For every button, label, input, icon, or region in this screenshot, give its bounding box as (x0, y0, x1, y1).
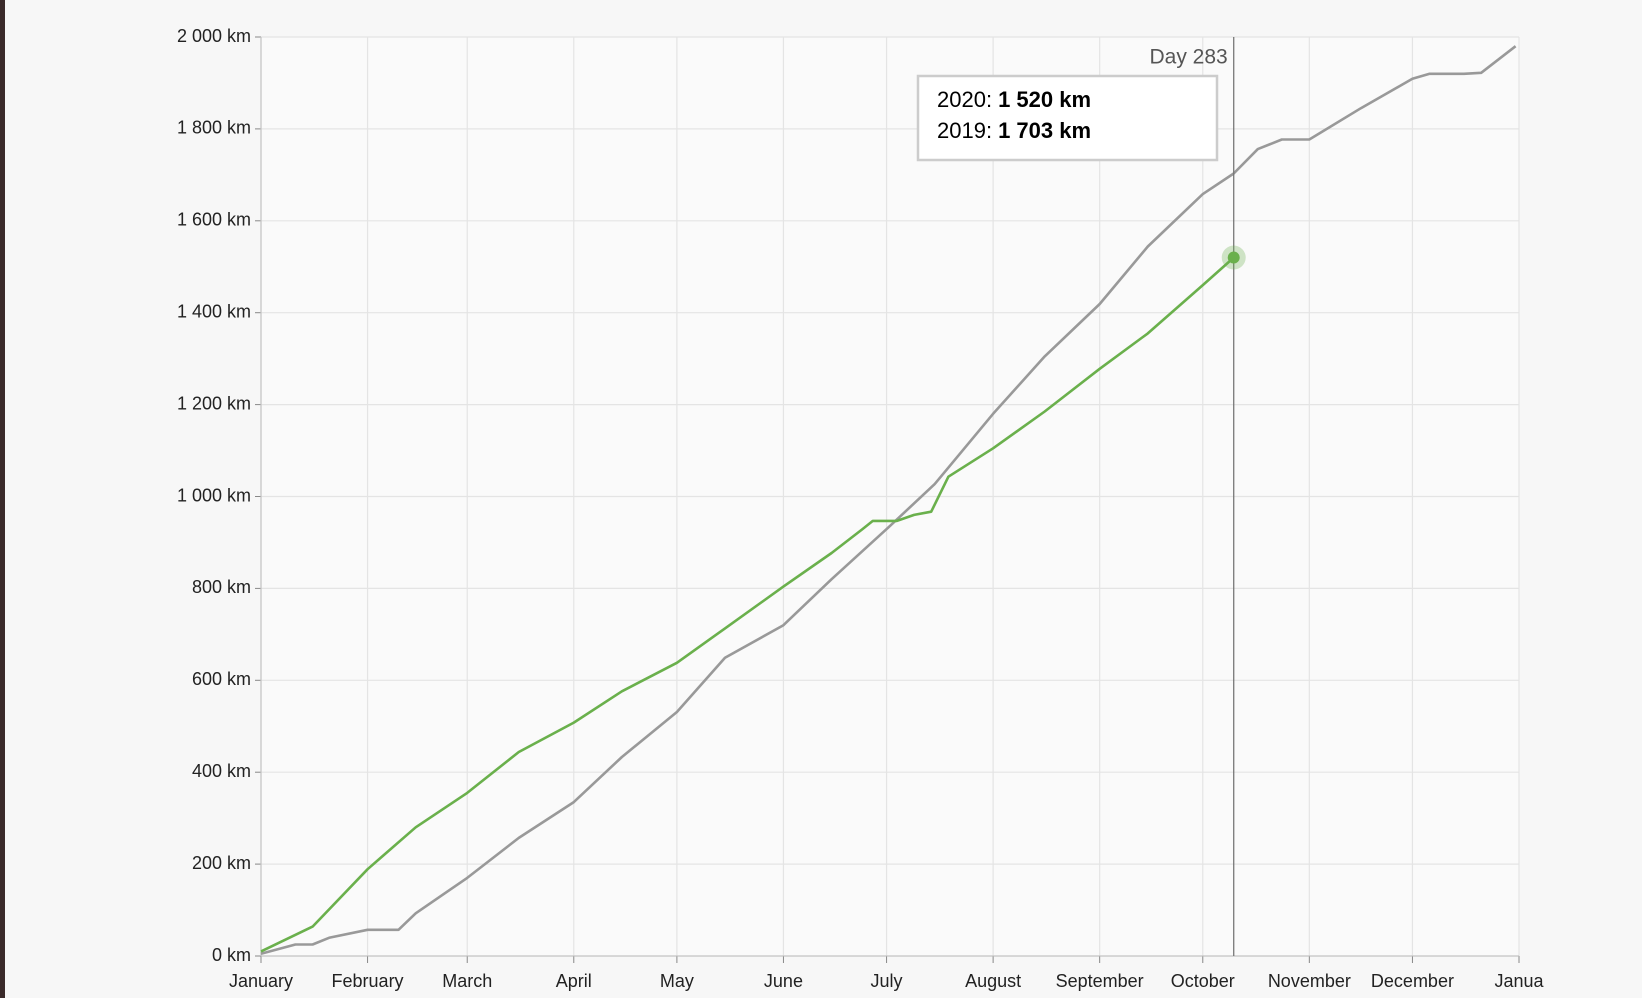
y-tick-label: 200 km (192, 853, 251, 873)
x-tick-label: December (1371, 971, 1454, 991)
tooltip-series: 2020: (937, 87, 992, 112)
window-edge (0, 0, 5, 998)
x-tick-label: June (764, 971, 803, 991)
x-tick-label: March (442, 971, 492, 991)
x-tick-label: October (1171, 971, 1235, 991)
x-tick-label: September (1056, 971, 1144, 991)
x-tick-label: May (660, 971, 694, 991)
tooltip-row: 2020: 1 520 km (937, 87, 1091, 112)
y-tick-label: 1 800 km (177, 118, 251, 138)
x-tick-label: November (1268, 971, 1351, 991)
tooltip-row: 2019: 1 703 km (937, 118, 1091, 143)
y-tick-label: 2 000 km (177, 26, 251, 46)
y-tick-label: 400 km (192, 761, 251, 781)
x-tick-label: January (229, 971, 293, 991)
series-line (260, 256, 1235, 953)
y-tick-label: 1 600 km (177, 210, 251, 230)
x-tick-label: August (965, 971, 1021, 991)
x-tick-label: July (871, 971, 903, 991)
cursor-label: Day 283 (1149, 46, 1227, 69)
tooltip-value: 1 520 km (998, 87, 1091, 112)
tooltip-series: 2019: (937, 118, 992, 143)
x-tick-label: February (332, 971, 404, 991)
y-tick-label: 1 400 km (177, 301, 251, 321)
x-tick-label: Janua (1494, 971, 1544, 991)
y-tick-label: 1 200 km (177, 393, 251, 413)
tooltip-box (916, 74, 1219, 162)
y-tick-label: 1 000 km (177, 485, 251, 505)
x-tick-label: April (556, 971, 592, 991)
y-tick-label: 600 km (192, 669, 251, 689)
y-tick-label: 800 km (192, 577, 251, 597)
tooltip-value: 1 703 km (998, 118, 1091, 143)
y-tick-label: 0 km (212, 945, 251, 965)
hover-point (1227, 251, 1240, 264)
series-line (260, 45, 1517, 955)
